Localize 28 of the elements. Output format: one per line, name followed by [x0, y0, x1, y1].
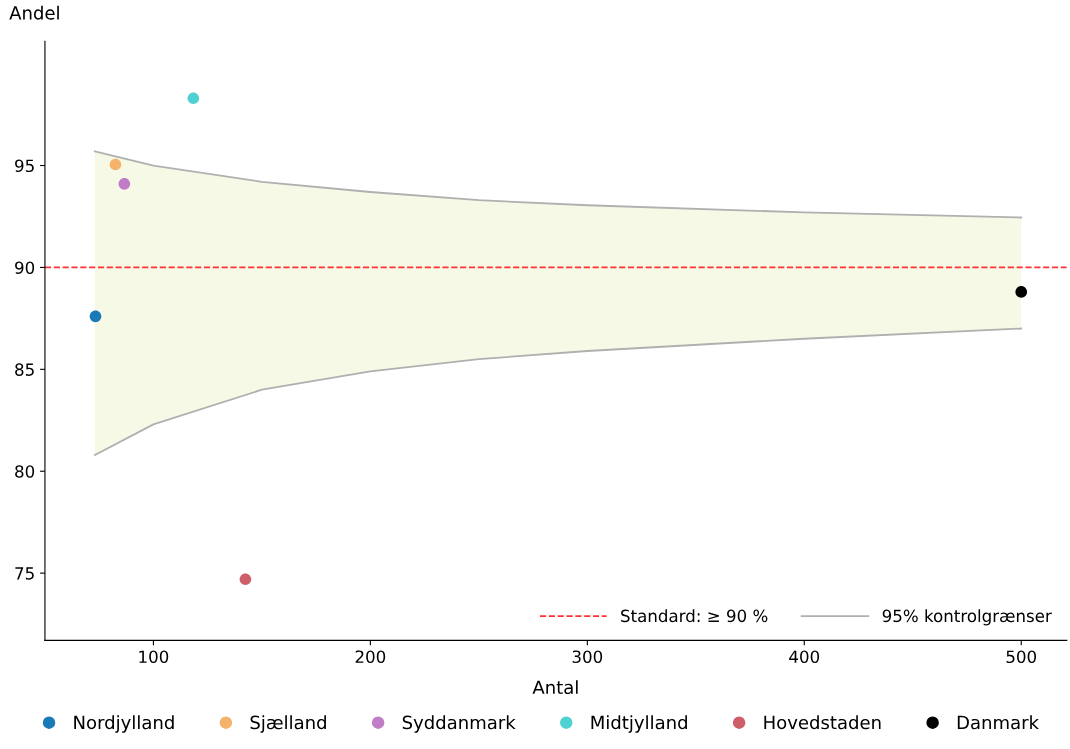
x-axis-title: Antal [532, 680, 578, 695]
y-tick-label: 90 [15, 261, 35, 274]
line-series [93, 327, 1023, 456]
point [89, 310, 102, 323]
y-tick-label: 80 [15, 465, 35, 478]
point [1015, 286, 1028, 298]
legend-label: Nordjylland [74, 715, 174, 733]
x-tick-label: 400 [789, 650, 820, 664]
point [109, 158, 122, 171]
x-tick-label: 100 [139, 650, 169, 664]
legend-label: Midtjylland [591, 715, 687, 733]
x-tick-label: 200 [355, 650, 386, 664]
x-tick-label: 300 [572, 650, 603, 664]
y-tick-label: 95 [15, 159, 34, 173]
point [187, 92, 200, 105]
point [118, 178, 131, 190]
legend-label: Standard: ≥ 90 % [621, 609, 768, 623]
legend-label: 95% kontrolgrænser [882, 609, 1052, 626]
y-tick-label: 75 [15, 567, 34, 580]
line-series [93, 150, 1023, 219]
legend-label: Sjælland [250, 715, 326, 733]
legend-label: Danmark [957, 715, 1039, 730]
y-tick-label: 85 [15, 363, 34, 376]
x-tick-label: 500 [1006, 650, 1037, 664]
point [239, 573, 252, 586]
y-axis-title: Andel [9, 5, 59, 20]
legend-label: Syddanmark [402, 715, 516, 733]
legend-label: Hovedstaden [764, 715, 881, 730]
